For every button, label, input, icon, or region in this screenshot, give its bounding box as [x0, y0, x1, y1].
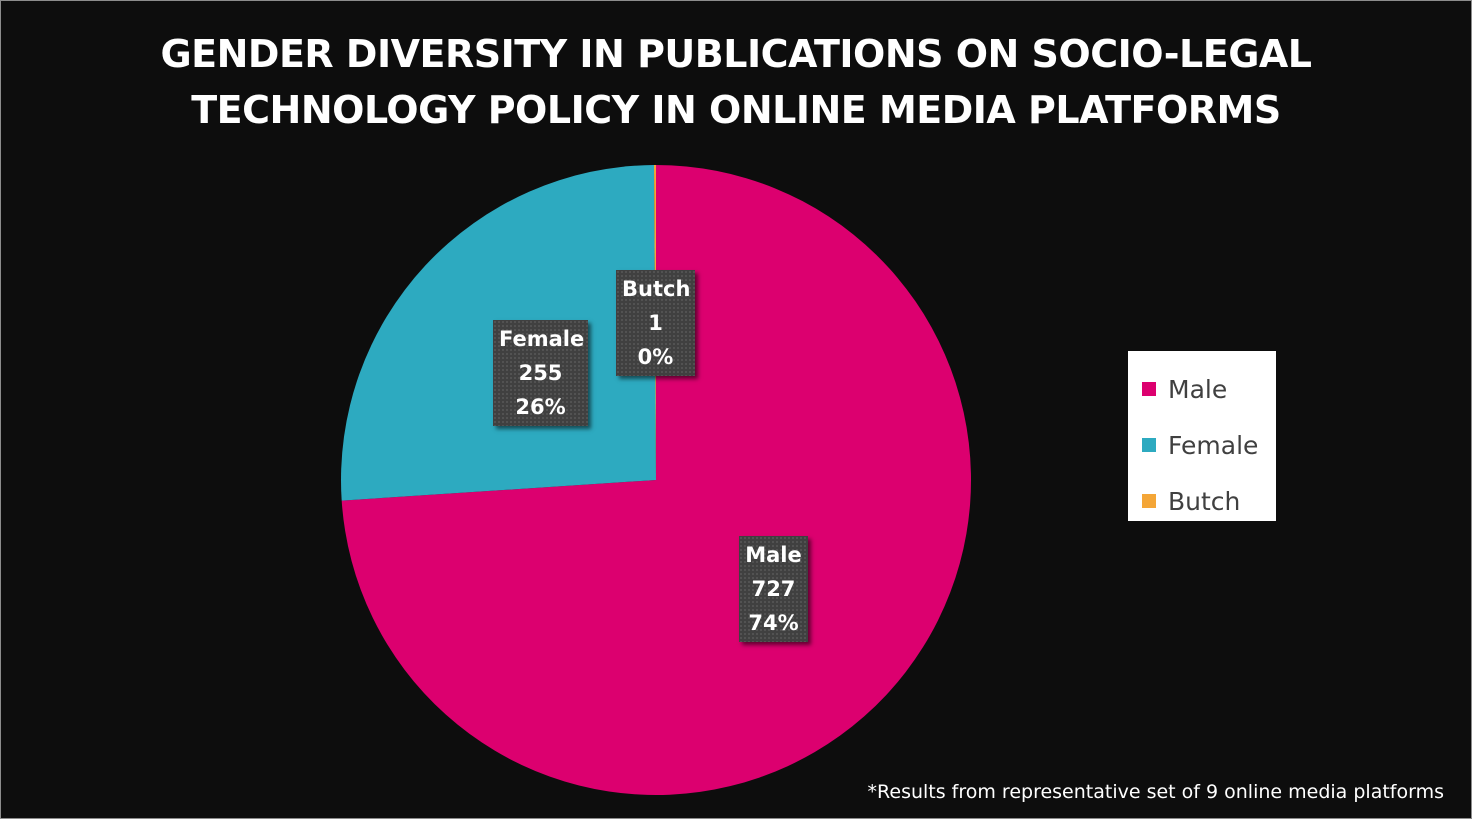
chart-footnote: *Results from representative set of 9 on… — [867, 781, 1444, 803]
data-label-female-percent: 26% — [515, 395, 566, 419]
legend-item-butch[interactable]: Butch — [1128, 473, 1276, 529]
chart-title-line-2: TECHNOLOGY POLICY IN ONLINE MEDIA PLATFO… — [191, 88, 1281, 132]
chart-legend: Male Female Butch — [1128, 351, 1276, 521]
data-label-butch-name: Butch — [622, 277, 691, 301]
data-label-female-value: 255 — [518, 361, 563, 385]
data-label-male-value: 727 — [751, 577, 796, 601]
data-label-female-name: Female — [499, 327, 585, 351]
data-label-butch-value: 1 — [648, 311, 663, 335]
data-label-male-name: Male — [745, 543, 802, 567]
data-label-female: Female 255 26% — [493, 320, 588, 426]
chart-title: GENDER DIVERSITY IN PUBLICATIONS ON SOCI… — [0, 26, 1472, 138]
data-label-butch-percent: 0% — [637, 345, 674, 369]
data-label-male-percent: 74% — [748, 611, 799, 635]
legend-label-female: Female — [1168, 430, 1259, 460]
legend-label-butch: Butch — [1168, 486, 1241, 516]
legend-swatch-female — [1142, 438, 1156, 452]
legend-label-male: Male — [1168, 374, 1228, 404]
chart-title-line-1: GENDER DIVERSITY IN PUBLICATIONS ON SOCI… — [160, 32, 1312, 76]
legend-item-male[interactable]: Male — [1128, 361, 1276, 417]
data-label-male: Male 727 74% — [739, 536, 808, 642]
legend-item-female[interactable]: Female — [1128, 417, 1276, 473]
pie-slice-male[interactable] — [341, 165, 972, 795]
data-label-butch: Butch 1 0% — [616, 270, 695, 376]
legend-swatch-male — [1142, 382, 1156, 396]
legend-swatch-butch — [1142, 494, 1156, 508]
